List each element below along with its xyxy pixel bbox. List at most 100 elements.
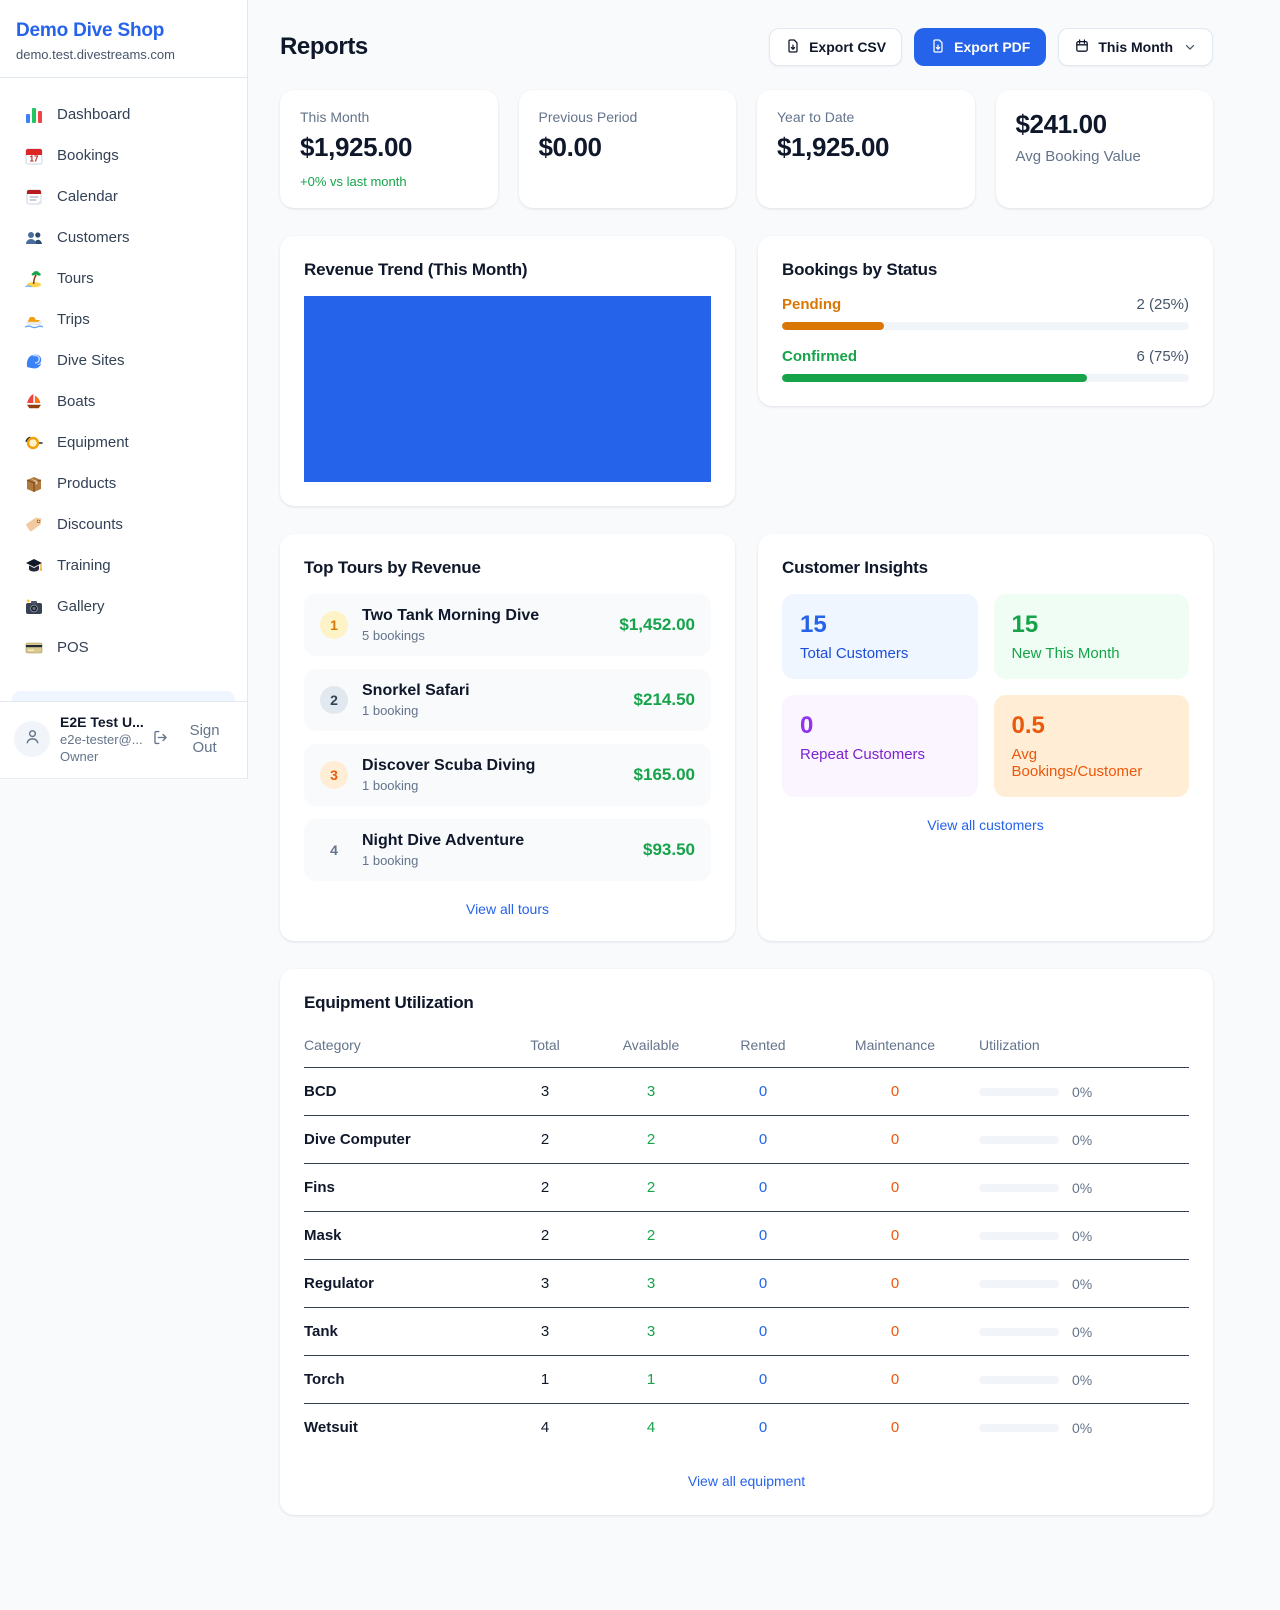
shop-header: Demo Dive Shop demo.test.divestreams.com <box>0 0 247 78</box>
cell-category: Dive Computer <box>304 1115 495 1164</box>
status-label: Pending <box>782 296 842 313</box>
table-row-fins: Fins 2 2 0 0 0% <box>304 1163 1189 1212</box>
sidebar-item-training[interactable]: Training <box>12 545 235 586</box>
export-csv-button[interactable]: Export CSV <box>769 28 903 66</box>
lists-row: Top Tours by Revenue 1 Two Tank Morning D… <box>280 534 1213 941</box>
insight-tile-new-this-month: 15 New This Month <box>993 594 1189 679</box>
utilization-percent: 0% <box>1072 1275 1093 1292</box>
insight-tile-total-customers: 15 Total Customers <box>782 594 978 679</box>
chevron-down-icon <box>1183 40 1197 54</box>
table-row-dive-computer: Dive Computer 2 2 0 0 0% <box>304 1115 1189 1164</box>
customers-icon <box>24 228 44 248</box>
sign-out-button[interactable]: Sign Out <box>152 722 233 756</box>
period-label: This Month <box>1098 39 1173 55</box>
view-all-tours-link[interactable]: View all tours <box>465 901 549 917</box>
dashboard-icon <box>24 105 44 125</box>
cell-category: Wetsuit <box>304 1419 358 1436</box>
boats-icon <box>24 392 44 412</box>
cell-available: 2 <box>595 1163 707 1212</box>
sidebar-item-boats[interactable]: Boats <box>12 381 235 422</box>
cell-category: Regulator <box>304 1259 495 1308</box>
status-progress-fill <box>782 322 884 330</box>
utilization-wrap: 0% <box>979 1084 1189 1100</box>
view-all-equipment-link[interactable]: View all equipment <box>687 1473 806 1489</box>
sidebar-item-bookings[interactable]: 17 Bookings <box>12 135 235 176</box>
sidebar-item-trips[interactable]: Trips <box>12 299 235 340</box>
cell-utilization: 0% <box>971 1404 1189 1452</box>
tour-bookings: 1 booking <box>362 778 419 793</box>
cell-total: 3 <box>495 1067 595 1116</box>
table-row-torch: Torch 1 1 0 0 0% <box>304 1355 1189 1404</box>
sidebar-item-dive-sites[interactable]: Dive Sites <box>12 340 235 381</box>
cell-category: Tank <box>304 1307 495 1356</box>
equipment-utilization-card: Equipment Utilization Category Total Avail… <box>280 969 1213 1515</box>
cell-rented: 0 <box>707 1259 819 1308</box>
cell-maintenance: 0 <box>819 1355 971 1404</box>
sidebar-item-label: Customers <box>57 229 130 246</box>
utilization-percent: 0% <box>1072 1227 1093 1244</box>
cell-rented: 0 <box>707 1067 819 1116</box>
view-all-customers-link[interactable]: View all customers <box>927 817 1044 833</box>
sidebar-item-label: Gallery <box>57 598 105 615</box>
utilization-percent: 0% <box>1072 1083 1093 1100</box>
cell-category: Mask <box>304 1211 495 1260</box>
column-header-available: Available <box>595 1029 707 1068</box>
insight-value: 15 <box>800 611 827 638</box>
cell-available: 2 <box>595 1115 707 1164</box>
tour-info: Night Dive Adventure 1 booking <box>362 832 629 868</box>
sidebar-item-label: Trips <box>57 311 90 328</box>
period-select[interactable]: This Month <box>1058 28 1213 66</box>
stat-value: $0.00 <box>538 132 602 162</box>
utilization-bar <box>979 1231 1059 1240</box>
export-pdf-button[interactable]: Export PDF <box>914 28 1047 66</box>
sidebar-item-calendar[interactable]: Calendar <box>12 176 235 217</box>
utilization-wrap: 0% <box>979 1276 1189 1292</box>
stats-grid: This Month $1,925.00 +0% vs last month Prev… <box>280 90 1213 208</box>
tour-row-two-tank-morning-dive: 1 Two Tank Morning Dive 5 bookings $1,452.0… <box>304 594 711 656</box>
table-row-mask: Mask 2 2 0 0 0% <box>304 1211 1189 1260</box>
cell-maintenance: 0 <box>890 1419 900 1436</box>
sidebar-item-dashboard[interactable]: Dashboard <box>12 94 235 135</box>
sign-out-icon <box>152 729 169 750</box>
sidebar-item-gallery[interactable]: Gallery <box>12 586 235 627</box>
insight-tile-repeat-customers: 0 Repeat Customers <box>782 695 978 797</box>
cell-available: 3 <box>595 1067 707 1116</box>
customer-insights-card: Customer Insights 15 Total Customers 15 New… <box>758 534 1213 941</box>
bookings-icon: 17 <box>24 146 44 166</box>
shop-domain: demo.test.divestreams.com <box>16 47 175 62</box>
equipment-table: Category Total Available Rented Maintenance U… <box>304 1029 1189 1451</box>
cell-total: 4 <box>540 1419 550 1436</box>
file-download-icon <box>785 38 801 57</box>
sidebar-item-equipment[interactable]: Equipment <box>12 422 235 463</box>
insight-value: 0.5 <box>1011 712 1045 739</box>
cell-total: 3 <box>495 1307 595 1356</box>
cell-available: 4 <box>646 1419 656 1436</box>
cell-maintenance: 0 <box>819 1163 971 1212</box>
utilization-bar <box>979 1375 1059 1384</box>
equipment-icon <box>24 433 44 453</box>
charts-row: Revenue Trend (This Month) Bookings by S… <box>280 236 1213 506</box>
sidebar-item-label: Equipment <box>57 434 129 451</box>
sidebar-item-reports-active-peek[interactable] <box>12 691 235 701</box>
status-rows: Pending 2 (25%) Confirmed 6 (75%) <box>782 296 1189 382</box>
rank-badge: 2 <box>320 686 348 714</box>
stat-value: $1,925.00 <box>300 132 413 162</box>
sidebar-item-tours[interactable]: Tours <box>12 258 235 299</box>
calendar-outline-icon <box>1074 38 1090 57</box>
utilization-wrap: 0% <box>979 1420 1189 1436</box>
cell-maintenance: 0 <box>819 1259 971 1308</box>
sidebar-item-customers[interactable]: Customers <box>12 217 235 258</box>
insight-label: Repeat Customers <box>800 746 926 763</box>
tour-bookings: 1 booking <box>362 703 419 718</box>
rank-badge: 1 <box>320 611 348 639</box>
sidebar-item-discounts[interactable]: Discounts <box>12 504 235 545</box>
status-count: 6 (75%) <box>1136 348 1189 365</box>
sidebar-item-pos[interactable]: POS <box>12 627 235 668</box>
pos-icon <box>24 638 44 658</box>
table-row-bcd: BCD 3 3 0 0 0% <box>304 1067 1189 1116</box>
sidebar-item-label: Dive Sites <box>57 352 125 369</box>
cell-available: 3 <box>595 1259 707 1308</box>
insight-label: Total Customers <box>800 645 909 662</box>
sidebar-item-products[interactable]: Products <box>12 463 235 504</box>
stat-value: $1,925.00 <box>777 132 890 162</box>
